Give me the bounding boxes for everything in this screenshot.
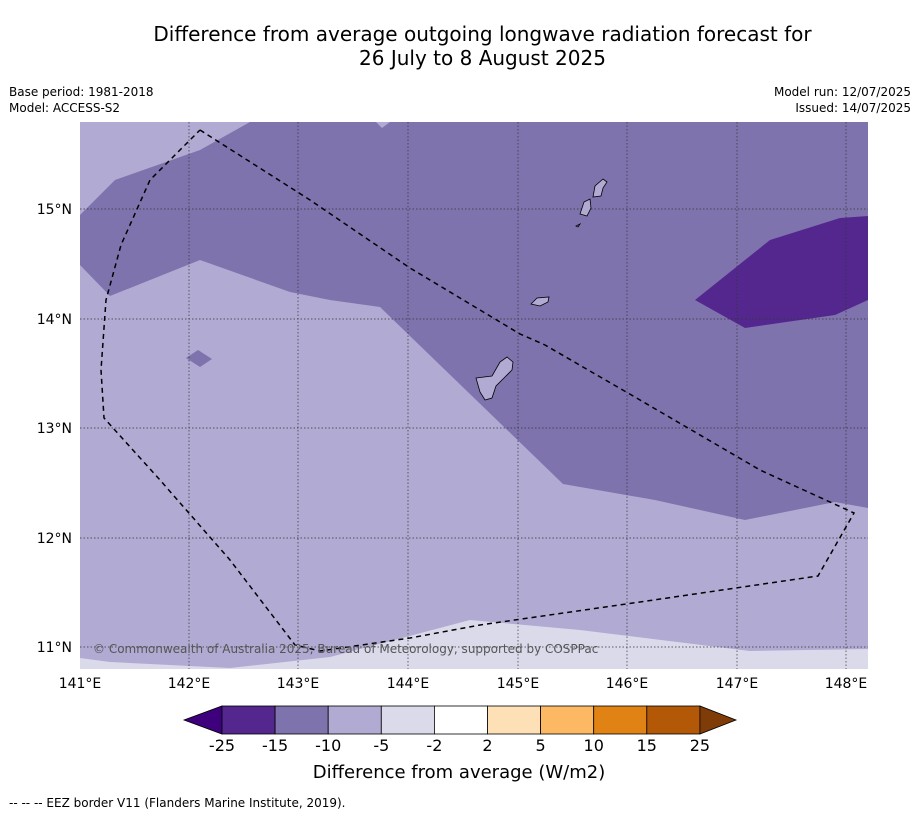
island-tinian <box>579 198 592 217</box>
latitude-labels: 15°N 14°N 13°N 12°N 11°N <box>37 202 72 656</box>
copyright-notice: © Commonwealth of Australia 2025, Bureau… <box>93 642 598 656</box>
colorbar-segment <box>646 705 701 735</box>
lon-label-146: 146°E <box>606 676 649 692</box>
map-title: Difference from average outgoing longwav… <box>40 22 919 70</box>
base-period: Base period: 1981-2018 <box>9 85 154 99</box>
islands <box>475 178 608 401</box>
title-line-1: Difference from average outgoing longwav… <box>153 22 812 46</box>
colorbar-tick-label: 25 <box>690 736 710 755</box>
model-name: Model: ACCESS-S2 <box>9 101 121 115</box>
title-line-2: 26 July to 8 August 2025 <box>359 46 606 70</box>
colorbar-tick-label: -25 <box>209 736 235 755</box>
colorbar-segment <box>274 705 329 735</box>
colorbar-segment <box>433 705 488 735</box>
band-medium-purple-patch <box>186 350 212 367</box>
colorbar-segment <box>221 705 276 735</box>
colorbar-extend-high <box>699 705 738 735</box>
band-top-notch <box>376 122 390 128</box>
colorbar: -25 -15 -10 -5 -2 2 5 10 15 25 <box>182 705 738 755</box>
lon-label-143: 143°E <box>277 676 320 692</box>
colorbar-title: Difference from average (W/m2) <box>313 762 605 783</box>
metadata-right: Model run: 12/07/2025 Issued: 14/07/2025 <box>774 84 911 116</box>
island-rota <box>530 296 550 307</box>
lon-label-144: 144°E <box>387 676 430 692</box>
colorbar-tick-label: -2 <box>426 736 442 755</box>
band-lightest <box>80 620 868 669</box>
lon-label-142: 142°E <box>168 676 211 692</box>
lat-label-13: 13°N <box>37 421 72 437</box>
island-guam <box>475 356 514 401</box>
map-figure: © Commonwealth of Australia 2025, Bureau… <box>37 122 868 783</box>
colorbar-segment <box>327 705 382 735</box>
issued-date: Issued: 14/07/2025 <box>795 101 911 115</box>
colorbar-segment <box>380 705 435 735</box>
colorbar-tick-label: -15 <box>262 736 288 755</box>
colorbar-segment <box>540 705 595 735</box>
lon-label-148: 148°E <box>825 676 868 692</box>
map-area <box>80 122 868 669</box>
colorbar-extend-low <box>182 705 223 735</box>
colorbar-segment <box>487 705 541 735</box>
eez-border-legend: -- -- -- EEZ border V11 (Flanders Marine… <box>9 796 346 810</box>
colorbar-tick-label: 5 <box>536 736 546 755</box>
lon-label-141: 141°E <box>59 676 102 692</box>
lat-label-15: 15°N <box>37 202 72 218</box>
colorbar-tick-label: 2 <box>482 736 492 755</box>
colorbar-tick-label: -5 <box>373 736 389 755</box>
lat-label-11: 11°N <box>37 640 72 656</box>
island-aguijan <box>575 222 582 228</box>
band-medium-purple <box>80 122 868 520</box>
model-run: Model run: 12/07/2025 <box>773 85 911 99</box>
colorbar-tick-label: 15 <box>637 736 657 755</box>
colorbar-segment <box>593 705 648 735</box>
eez-border <box>100 129 856 652</box>
lon-label-147: 147°E <box>716 676 759 692</box>
colorbar-tick-label: -10 <box>315 736 341 755</box>
metadata-left: Base period: 1981-2018 Model: ACCESS-S2 <box>9 84 154 116</box>
longitude-labels: 141°E 142°E 143°E 144°E 145°E 146°E 147°… <box>59 676 868 692</box>
band-dark-purple <box>695 216 868 328</box>
colorbar-tick-label: 10 <box>584 736 604 755</box>
lat-label-14: 14°N <box>37 312 72 328</box>
lat-label-12: 12°N <box>37 531 72 547</box>
lon-label-145: 145°E <box>497 676 540 692</box>
island-saipan <box>592 178 608 198</box>
graticule <box>80 122 868 669</box>
